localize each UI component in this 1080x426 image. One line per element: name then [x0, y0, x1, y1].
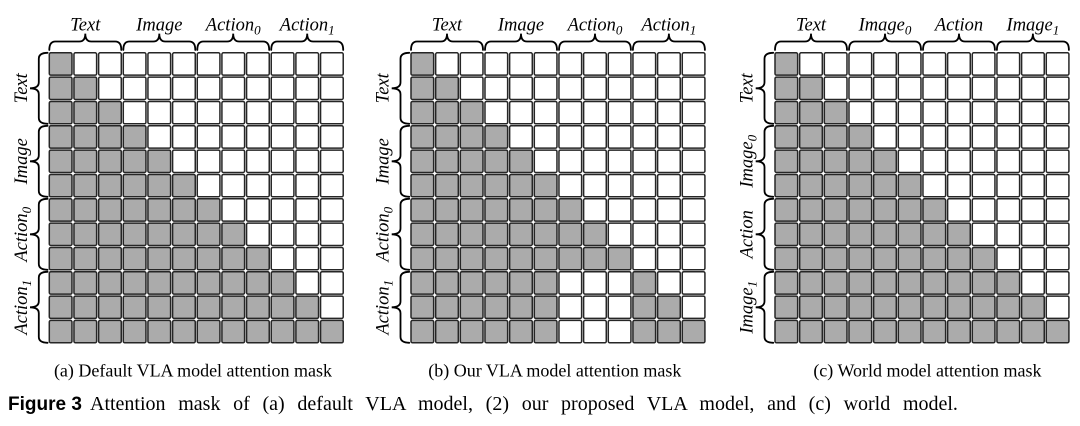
svg-text:Action1: Action1 — [278, 16, 335, 38]
svg-text:Action: Action — [738, 210, 758, 260]
svg-text:Image0: Image0 — [738, 134, 760, 188]
svg-text:Action1: Action1 — [374, 280, 396, 337]
svg-text:Text: Text — [738, 72, 758, 103]
svg-text:Text: Text — [374, 72, 394, 103]
svg-text:(c) World model attention mask: (c) World model attention mask — [813, 360, 1041, 381]
svg-text:Action1: Action1 — [12, 280, 34, 337]
svg-text:Image: Image — [12, 138, 32, 185]
svg-text:(b) Our VLA model attention ma: (b) Our VLA model attention mask — [428, 360, 681, 381]
svg-text:Action: Action — [933, 16, 983, 36]
svg-text:Action0: Action0 — [204, 16, 261, 38]
svg-text:Image1: Image1 — [1006, 16, 1060, 38]
svg-text:Image: Image — [135, 16, 182, 36]
svg-text:Attention mask of (a) default: Attention mask of (a) default VLA model,… — [90, 393, 958, 415]
svg-text:Action1: Action1 — [640, 16, 697, 38]
svg-text:Text: Text — [432, 16, 463, 36]
svg-text:Image: Image — [374, 138, 394, 185]
svg-text:Action0: Action0 — [12, 206, 34, 263]
svg-text:Action0: Action0 — [566, 16, 623, 38]
svg-text:(a) Default VLA model attentio: (a) Default VLA model attention mask — [54, 360, 332, 381]
svg-text:Text: Text — [12, 72, 32, 103]
svg-text:Figure 3: Figure 3 — [8, 394, 82, 415]
svg-text:Image: Image — [497, 16, 544, 36]
svg-text:Text: Text — [70, 16, 101, 36]
svg-text:Action0: Action0 — [374, 206, 396, 263]
svg-text:Image1: Image1 — [738, 281, 760, 335]
svg-text:Text: Text — [796, 16, 827, 36]
svg-text:Image0: Image0 — [858, 16, 912, 38]
